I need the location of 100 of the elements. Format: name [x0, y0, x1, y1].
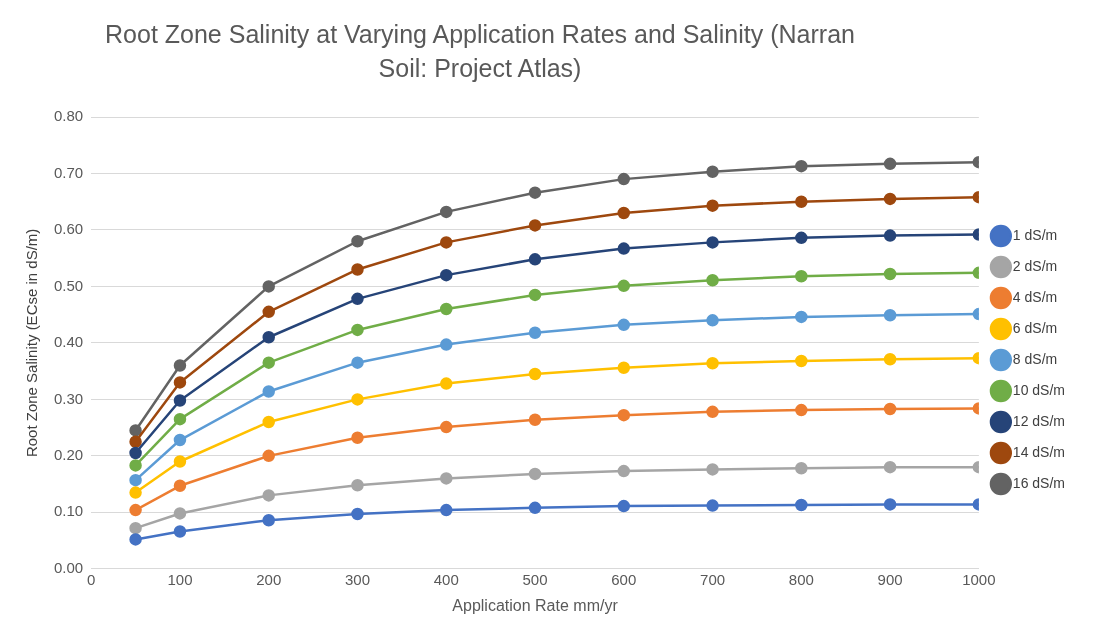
- point: [883, 267, 897, 281]
- x-tick-label: 1000: [962, 570, 996, 588]
- y-axis-title: Root Zone Salinity (ECse in dS/m): [23, 228, 41, 458]
- point: [706, 165, 719, 179]
- point: [528, 288, 542, 302]
- point: [351, 478, 364, 492]
- point: [795, 270, 808, 283]
- x-tick-label: 0: [87, 570, 96, 588]
- point: [706, 499, 719, 512]
- point: [883, 192, 897, 206]
- legend-label: 12 dS/m: [1012, 412, 1065, 429]
- point: [173, 525, 187, 538]
- y-tick-label: 0.50: [53, 276, 84, 294]
- y-tick-label: 0.20: [53, 445, 84, 463]
- x-tick-label: 700: [700, 570, 726, 588]
- y-tick-label: 0.30: [53, 389, 84, 407]
- point: [129, 435, 142, 448]
- point: [883, 157, 897, 171]
- legend-label: 1 dS/m: [1012, 226, 1058, 243]
- point: [440, 302, 453, 316]
- point: [795, 354, 808, 368]
- point: [528, 186, 542, 199]
- point: [173, 376, 187, 389]
- point: [883, 498, 897, 511]
- x-tick-label: 900: [877, 570, 903, 588]
- point: [262, 449, 275, 463]
- point: [706, 236, 719, 249]
- point: [883, 460, 897, 474]
- point: [262, 489, 275, 502]
- point: [173, 433, 187, 447]
- point: [351, 507, 364, 521]
- x-tick-label: 400: [433, 570, 459, 588]
- point: [351, 263, 364, 276]
- point: [351, 323, 364, 337]
- point: [883, 229, 897, 242]
- point: [262, 331, 275, 344]
- point: [617, 206, 631, 220]
- chart-title: Root Zone Salinity at Varying Application Rates and Salinity (Narran Soil: Project Atlas): [104, 19, 856, 84]
- point: [883, 402, 897, 416]
- point: [129, 533, 142, 546]
- point: [795, 159, 808, 173]
- point: [528, 413, 542, 426]
- x-axis-title: Application Rate mm/yr: [452, 596, 619, 614]
- point: [440, 472, 453, 485]
- point: [528, 219, 542, 232]
- point: [440, 338, 453, 351]
- y-tick-label: 0.00: [53, 558, 84, 576]
- point: [440, 377, 453, 390]
- point: [706, 314, 719, 327]
- point: [706, 199, 719, 212]
- point: [129, 521, 142, 535]
- legend-label: 4 dS/m: [1012, 288, 1058, 305]
- point: [706, 405, 719, 419]
- point: [883, 353, 897, 366]
- legend-label: 8 dS/m: [1012, 350, 1058, 367]
- point: [440, 236, 453, 249]
- y-tick-label: 0.10: [53, 502, 84, 520]
- point: [706, 273, 719, 287]
- point: [173, 479, 187, 493]
- point: [617, 464, 631, 478]
- point: [129, 424, 142, 437]
- point: [440, 268, 453, 282]
- point: [262, 415, 275, 429]
- point: [262, 305, 275, 319]
- point: [617, 408, 631, 422]
- y-tick-label: 0.40: [53, 333, 84, 351]
- point: [528, 501, 542, 515]
- point: [795, 403, 808, 417]
- point: [706, 463, 719, 476]
- legend-label: 10 dS/m: [1012, 381, 1065, 398]
- point: [883, 308, 897, 322]
- x-tick-label: 100: [167, 570, 193, 588]
- point: [129, 473, 142, 487]
- point: [528, 253, 542, 266]
- point: [129, 503, 142, 517]
- y-tick-label: 0.60: [53, 220, 84, 238]
- point: [351, 235, 364, 248]
- x-tick-label: 800: [788, 570, 814, 588]
- point: [351, 393, 364, 406]
- point: [129, 486, 142, 499]
- point: [440, 205, 453, 219]
- point: [173, 412, 187, 426]
- y-tick-label: 0.70: [53, 163, 84, 181]
- point: [129, 459, 142, 472]
- point: [795, 195, 808, 208]
- point: [129, 446, 142, 460]
- x-tick-label: 500: [522, 570, 548, 588]
- point: [173, 507, 187, 520]
- legend-label: 2 dS/m: [1012, 257, 1058, 274]
- point: [706, 356, 719, 370]
- point: [173, 359, 187, 372]
- point: [617, 242, 631, 255]
- point: [262, 385, 275, 398]
- point: [440, 503, 453, 517]
- point: [617, 361, 631, 374]
- point: [351, 356, 364, 369]
- x-tick-label: 600: [611, 570, 637, 588]
- point: [262, 513, 275, 527]
- point: [262, 356, 275, 369]
- point: [528, 326, 542, 339]
